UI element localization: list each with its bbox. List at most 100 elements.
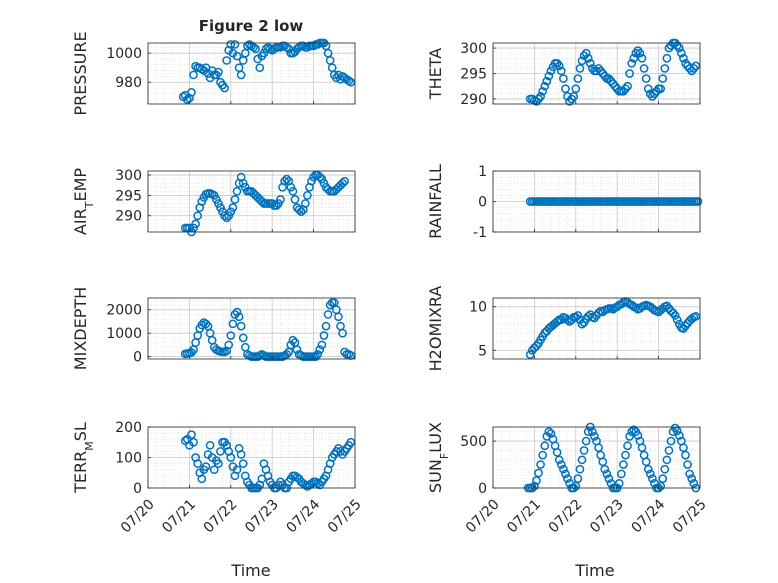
data-point (193, 211, 203, 221)
y-tick-label: 0 (133, 481, 142, 497)
data-point (639, 64, 649, 73)
data-point (338, 328, 347, 338)
data-point (534, 468, 543, 478)
data-point (666, 436, 676, 446)
data-point (197, 64, 207, 74)
data-point (602, 469, 612, 479)
y-axis-label: THETA (426, 48, 445, 100)
data-point (594, 64, 603, 73)
y-tick-label: 295 (115, 188, 142, 204)
data-point (581, 48, 591, 58)
data-point (552, 58, 562, 68)
data-point (282, 349, 292, 359)
data-point (544, 71, 554, 81)
data-point (683, 460, 692, 469)
data-point (629, 425, 639, 435)
data-point (559, 464, 568, 474)
data-point (319, 331, 329, 340)
data-point (691, 311, 701, 321)
data-point (631, 303, 641, 312)
data-point (222, 56, 232, 65)
data-point (650, 89, 659, 99)
subplot-mixdepth: 0 1000 2000 MIXDEPTH (71, 287, 356, 370)
data-point (594, 443, 603, 452)
data-point (234, 312, 244, 322)
data-point (193, 459, 203, 468)
data-point (625, 69, 634, 78)
data-point (619, 460, 628, 469)
data-point (232, 186, 242, 196)
data-point (672, 315, 682, 325)
y-axis-label: PRESSURE (71, 31, 90, 115)
y-tick-label: -1 (473, 225, 487, 241)
data-point (313, 479, 323, 488)
data-point (214, 459, 223, 468)
data-point (220, 211, 229, 221)
data-point (672, 41, 682, 50)
data-point (598, 69, 608, 78)
data-point (271, 201, 281, 210)
data-point (540, 441, 550, 451)
axes-box (147, 297, 356, 360)
data-point (182, 95, 192, 104)
data-point (338, 178, 347, 188)
y-tick-label: 1000 (106, 46, 142, 62)
data-point (606, 76, 616, 86)
data-point (282, 174, 292, 184)
data-point (205, 440, 215, 450)
data-point (604, 474, 614, 483)
data-point (228, 203, 238, 212)
data-point (532, 97, 541, 106)
data-point (660, 464, 670, 474)
data-point (525, 350, 535, 359)
data-point (629, 53, 639, 63)
data-point (201, 319, 211, 329)
data-point (563, 474, 572, 483)
data-point (664, 43, 674, 53)
data-point (685, 469, 695, 479)
data-point (662, 53, 672, 63)
data-point (317, 340, 327, 350)
data-point (296, 207, 306, 217)
data-point (201, 462, 211, 471)
data-point (645, 469, 655, 479)
data-series (525, 297, 701, 359)
data-point (224, 340, 234, 350)
y-tick-label: 0 (478, 195, 487, 211)
data-point (561, 469, 570, 479)
data-point (656, 84, 666, 94)
data-point (561, 84, 570, 94)
y-axis-label: SUNFLUX (426, 422, 451, 493)
y-tick-label: 0 (133, 350, 142, 366)
data-series (180, 170, 349, 237)
data-point (689, 64, 699, 73)
data-point (619, 86, 628, 96)
data-point (346, 77, 356, 87)
data-point (604, 74, 614, 83)
data-point (660, 64, 670, 73)
data-point (197, 474, 207, 484)
y-tick-label: 0 (478, 481, 487, 497)
data-point (226, 331, 236, 340)
y-tick-label: 200 (115, 420, 142, 436)
y-axis-label: TERRMSL (71, 422, 96, 494)
data-point (633, 46, 643, 55)
data-point (197, 320, 207, 330)
data-point (236, 321, 246, 331)
data-point (571, 84, 581, 94)
data-point (334, 312, 343, 322)
data-point (534, 94, 543, 104)
data-point (608, 79, 618, 89)
data-point (187, 88, 196, 97)
data-point (552, 317, 562, 326)
data-point (627, 58, 637, 68)
data-point (538, 450, 548, 460)
y-tick-label: 1000 (106, 326, 142, 342)
data-point (226, 453, 236, 462)
data-point (623, 441, 632, 451)
data-point (596, 66, 605, 76)
data-point (569, 92, 579, 101)
data-point (536, 460, 545, 469)
data-point (583, 53, 593, 63)
data-point (679, 443, 688, 452)
